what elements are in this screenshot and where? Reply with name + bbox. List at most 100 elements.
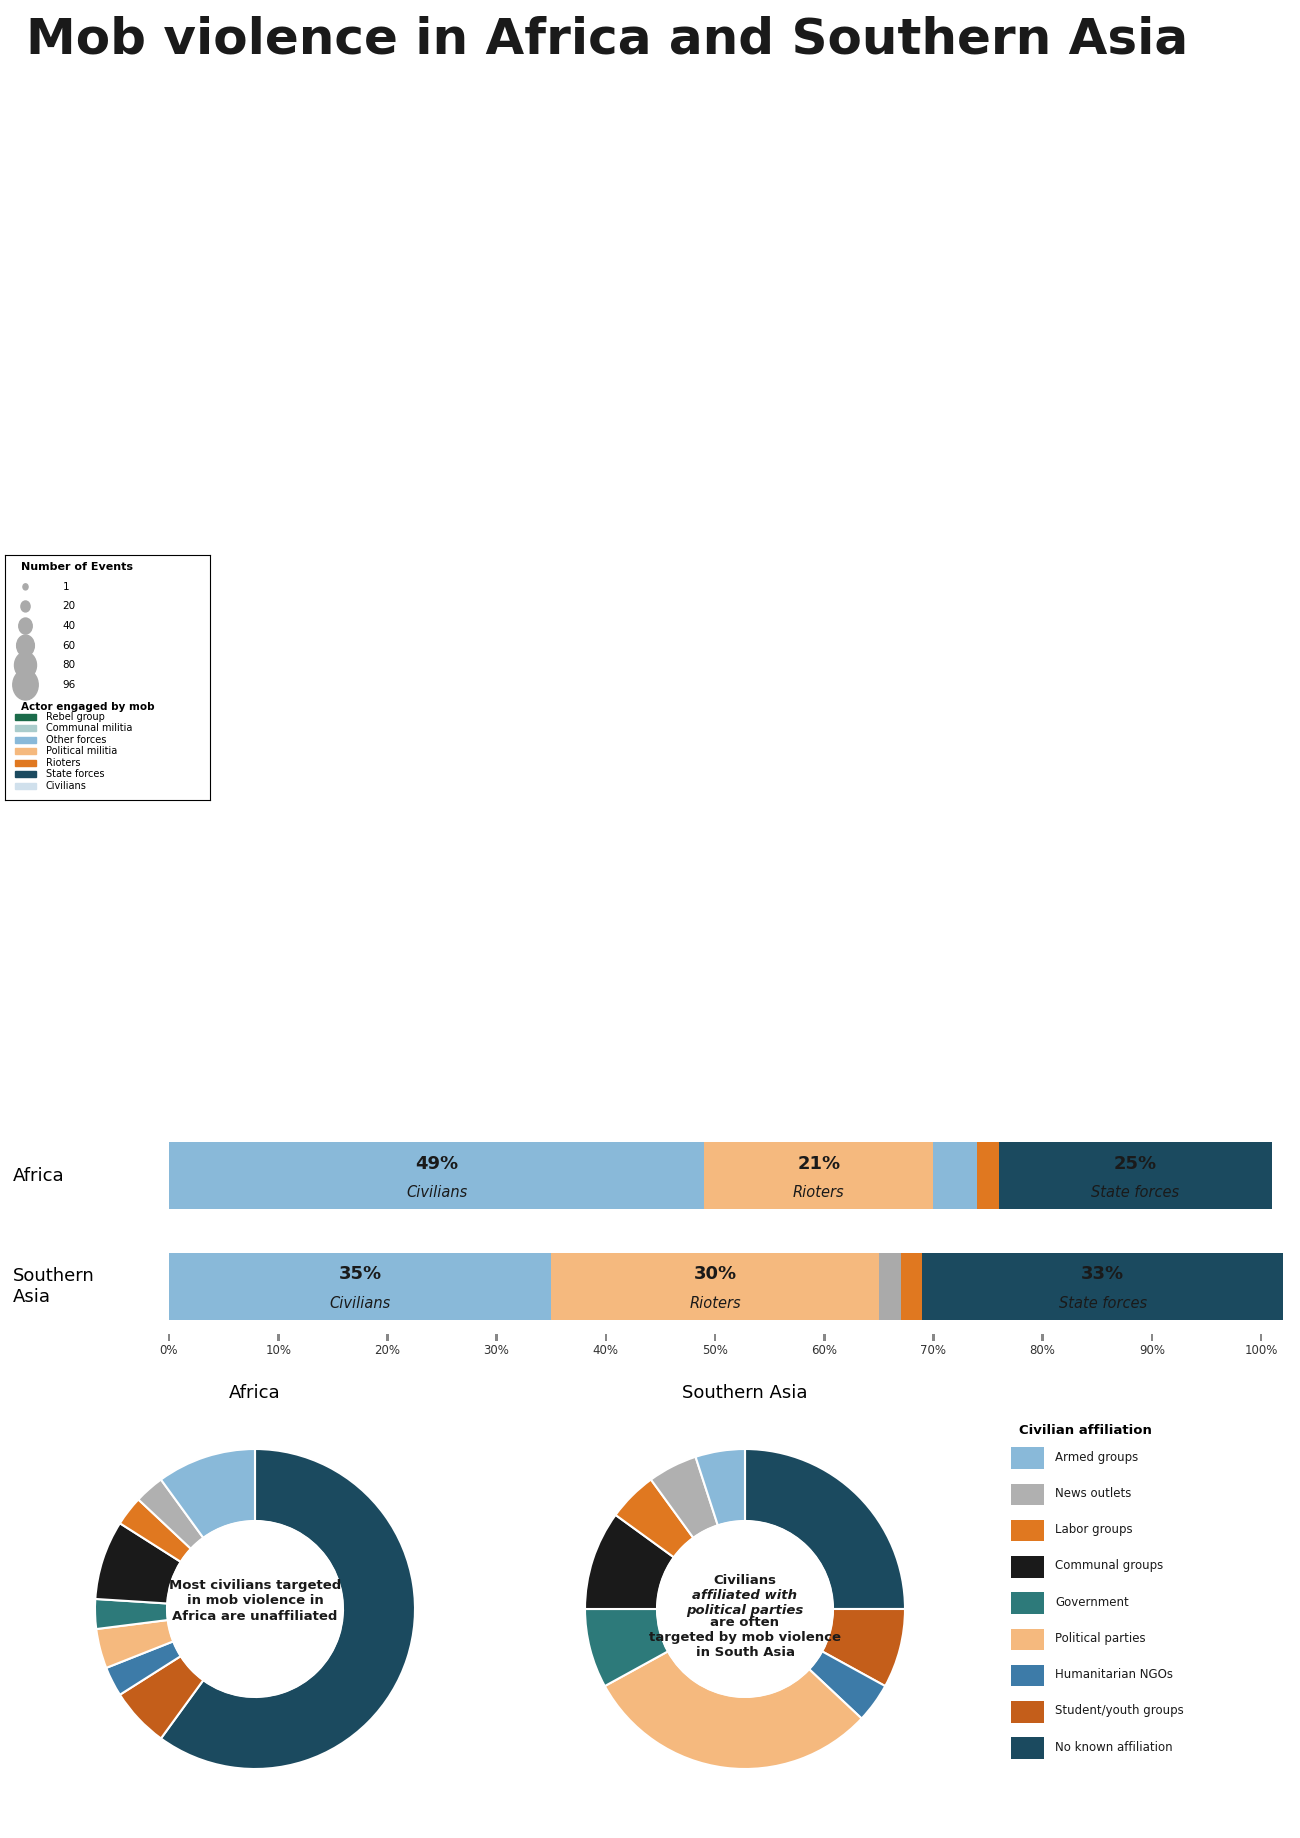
Bar — [1010, 1702, 1044, 1722]
Text: 30%: 30% — [484, 1344, 510, 1356]
Text: State forces: State forces — [46, 770, 104, 779]
Text: Southern
Asia: Southern Asia — [13, 1266, 95, 1305]
Text: 25%: 25% — [1114, 1154, 1157, 1173]
Text: Student/youth groups: Student/youth groups — [1056, 1704, 1184, 1717]
Wedge shape — [95, 1599, 168, 1628]
Title: Africa: Africa — [229, 1384, 281, 1402]
Bar — [932, 1334, 935, 1342]
Circle shape — [656, 1522, 833, 1696]
Text: Nearly 2/3 of mob violence in Southern Asia involves other violent groups: Nearly 2/3 of mob violence in Southern A… — [26, 1070, 1070, 1094]
Circle shape — [14, 652, 36, 678]
Text: 30%: 30% — [693, 1265, 737, 1283]
Bar — [1010, 1737, 1044, 1759]
Bar — [1010, 1628, 1044, 1651]
Text: 80: 80 — [62, 660, 75, 671]
Text: 96: 96 — [62, 680, 75, 689]
Text: 1: 1 — [62, 583, 69, 592]
Bar — [978, 1141, 998, 1209]
Bar — [1010, 1520, 1044, 1542]
Text: Civilians: Civilians — [406, 1186, 467, 1200]
Text: Humanitarian NGOs: Humanitarian NGOs — [1056, 1669, 1174, 1682]
Bar — [1010, 1665, 1044, 1687]
Text: Rioters: Rioters — [46, 757, 81, 768]
Circle shape — [17, 636, 34, 656]
Text: 20%: 20% — [374, 1344, 400, 1356]
Text: affiliated with
political parties: affiliated with political parties — [686, 1588, 803, 1617]
Text: 90%: 90% — [1139, 1344, 1165, 1356]
Bar — [1041, 1334, 1044, 1342]
Bar — [551, 1254, 879, 1320]
Wedge shape — [651, 1458, 718, 1538]
Text: Government: Government — [1056, 1595, 1130, 1608]
Bar — [16, 737, 36, 743]
Bar — [1010, 1483, 1044, 1505]
Text: 100%: 100% — [1244, 1344, 1278, 1356]
Text: 50%: 50% — [702, 1344, 728, 1356]
Bar — [277, 1334, 280, 1342]
Text: Communal groups: Communal groups — [1056, 1559, 1164, 1571]
Wedge shape — [120, 1656, 203, 1739]
Text: 21%: 21% — [797, 1154, 840, 1173]
Text: ACLED's new sub-event type categories allow analysis of particular manifestation: ACLED's new sub-event type categories al… — [18, 86, 590, 156]
Circle shape — [166, 1522, 343, 1696]
Text: are often
targeted by mob violence
in South Asia: are often targeted by mob violence in So… — [649, 1616, 841, 1660]
Bar — [879, 1254, 901, 1320]
Wedge shape — [745, 1448, 905, 1608]
Wedge shape — [822, 1608, 905, 1685]
Text: Rebel group: Rebel group — [46, 711, 105, 722]
Text: Rioters: Rioters — [689, 1296, 741, 1310]
Wedge shape — [161, 1448, 415, 1768]
Wedge shape — [585, 1608, 668, 1685]
Wedge shape — [96, 1619, 173, 1667]
Text: Actor engaged by mob: Actor engaged by mob — [21, 702, 155, 711]
Text: Political militia: Political militia — [46, 746, 117, 755]
Text: 40%: 40% — [593, 1344, 619, 1356]
Wedge shape — [585, 1515, 673, 1608]
Text: Africa: Africa — [13, 1167, 65, 1186]
Bar — [168, 1334, 170, 1342]
Wedge shape — [604, 1651, 862, 1768]
Bar — [933, 1141, 978, 1209]
Wedge shape — [138, 1480, 203, 1549]
Bar — [823, 1334, 826, 1342]
Text: Number of Events: Number of Events — [21, 562, 134, 572]
Bar — [714, 1334, 716, 1342]
Circle shape — [18, 618, 32, 634]
Wedge shape — [809, 1651, 885, 1719]
Text: 10%: 10% — [265, 1344, 291, 1356]
Circle shape — [23, 584, 29, 590]
Circle shape — [21, 601, 30, 612]
Text: 35%: 35% — [338, 1265, 382, 1283]
Bar — [1010, 1592, 1044, 1614]
Bar — [495, 1334, 498, 1342]
Bar — [923, 1254, 1283, 1320]
Text: 49%: 49% — [415, 1154, 458, 1173]
Text: Most civilians targeted
in mob violence in
Africa are unaffiliated: Most civilians targeted in mob violence … — [169, 1579, 341, 1623]
Bar — [16, 759, 36, 766]
Bar — [998, 1141, 1271, 1209]
Wedge shape — [95, 1524, 181, 1603]
Text: State forces: State forces — [1092, 1186, 1179, 1200]
Bar — [169, 1141, 705, 1209]
Bar — [16, 783, 36, 789]
Circle shape — [13, 669, 38, 700]
Text: Political parties: Political parties — [1056, 1632, 1147, 1645]
Text: No known affiliation: No known affiliation — [1056, 1741, 1173, 1753]
Text: Mob violence in Africa and Southern Asia: Mob violence in Africa and Southern Asia — [26, 15, 1188, 62]
Bar — [16, 726, 36, 732]
Text: 40: 40 — [62, 621, 75, 630]
Text: Civilians: Civilians — [329, 1296, 391, 1310]
Text: 60%: 60% — [811, 1344, 837, 1356]
Text: Rioters: Rioters — [793, 1186, 845, 1200]
Wedge shape — [696, 1448, 745, 1526]
Bar — [16, 772, 36, 777]
Wedge shape — [120, 1500, 191, 1562]
Text: 60: 60 — [62, 641, 75, 651]
Wedge shape — [107, 1641, 181, 1695]
Text: 33%: 33% — [1082, 1265, 1124, 1283]
Text: 0%: 0% — [160, 1344, 178, 1356]
Text: Other forces: Other forces — [46, 735, 107, 744]
Text: Civilians: Civilians — [46, 781, 87, 790]
Bar — [1010, 1557, 1044, 1577]
Bar — [901, 1254, 923, 1320]
